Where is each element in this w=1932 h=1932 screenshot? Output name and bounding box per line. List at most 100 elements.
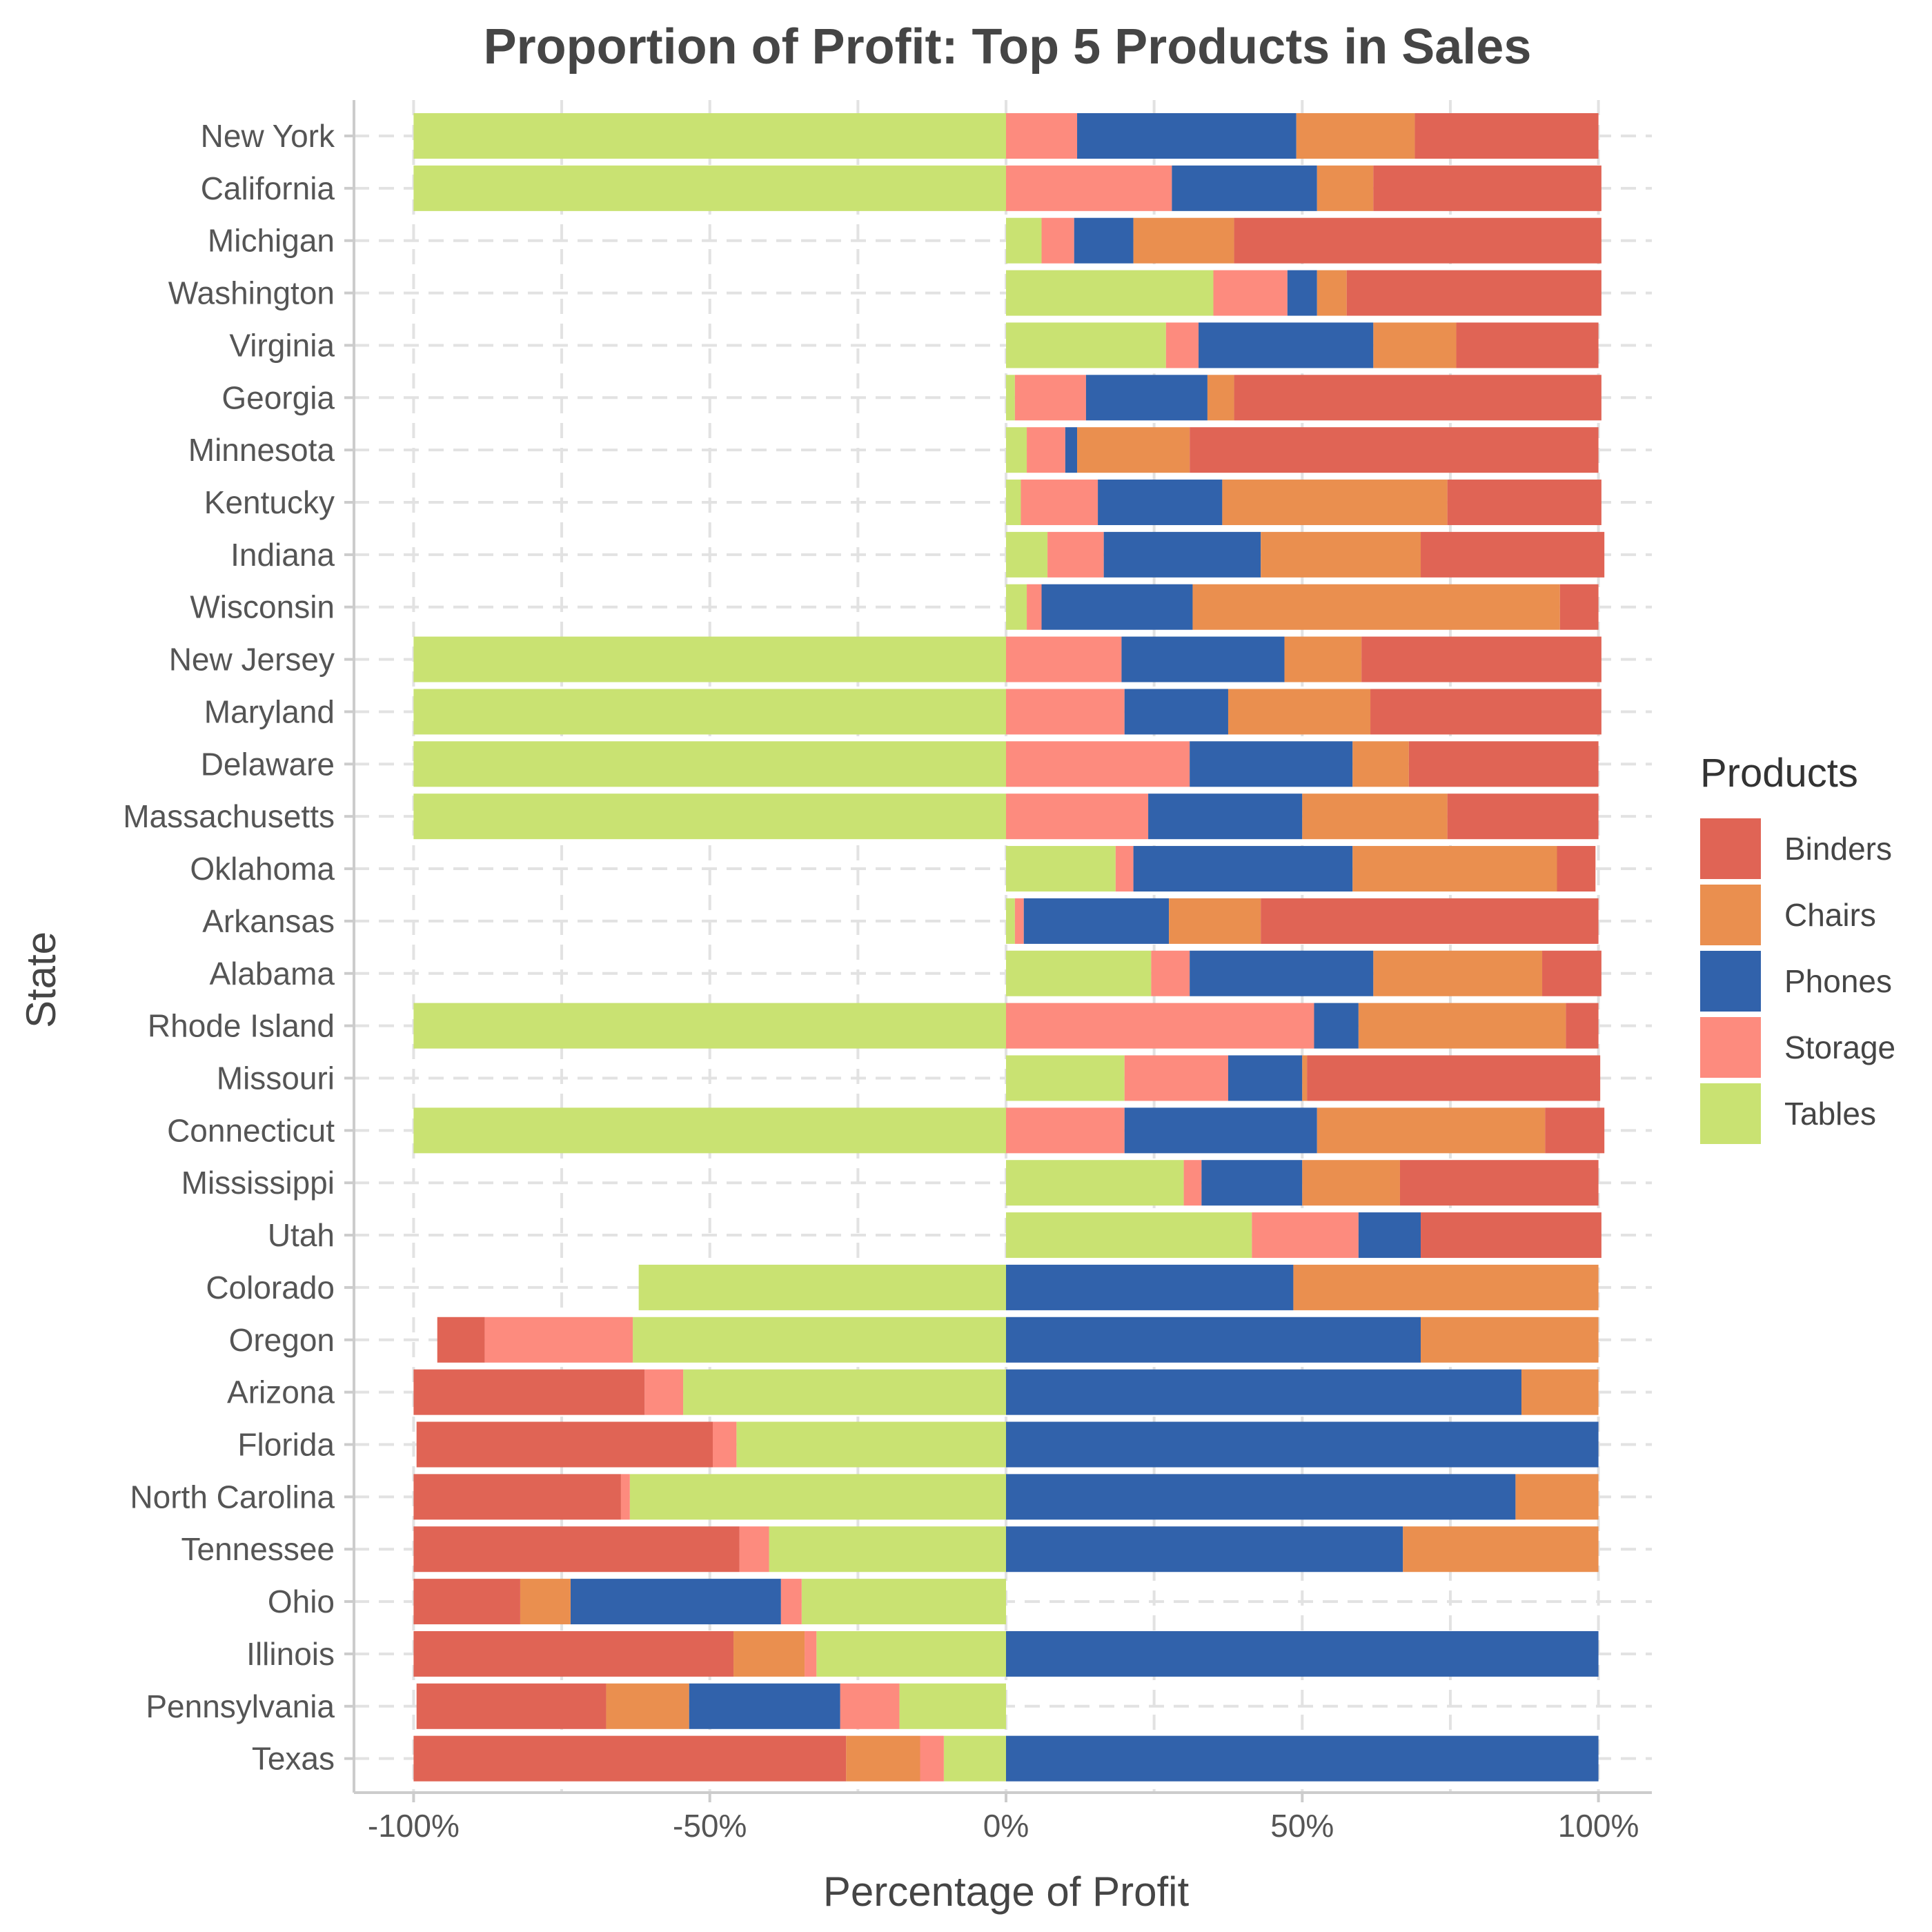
bar-maryland-tables (413, 689, 1006, 735)
y-tick-label: Arkansas (202, 903, 335, 939)
bar-missouri-storage (1124, 1055, 1228, 1101)
y-tick-label: Alabama (209, 956, 335, 992)
y-tick-label: Pennsylvania (146, 1688, 335, 1724)
bar-alabama-chairs (1373, 950, 1543, 996)
y-tick-label: Delaware (201, 746, 335, 782)
y-tick-label: Oklahoma (190, 851, 335, 887)
y-tick-label: North Carolina (130, 1479, 335, 1515)
bar-minnesota-phones (1065, 427, 1078, 473)
y-axis-title: State (18, 931, 64, 1028)
y-tick-label: Missouri (217, 1060, 335, 1096)
bar-ohio-phones (570, 1579, 781, 1625)
bar-delaware-storage (1006, 741, 1190, 787)
bar-pennsylvania-storage (840, 1683, 900, 1729)
bar-arkansas-tables (1006, 898, 1015, 944)
bar-indiana-binders (1421, 531, 1605, 578)
bar-rhode-island-chairs (1358, 1003, 1566, 1049)
bar-missouri-binders (1307, 1055, 1601, 1101)
bar-massachusetts-chairs (1302, 793, 1448, 840)
legend-label-chairs: Chairs (1784, 897, 1876, 933)
bar-california-storage (1006, 165, 1172, 211)
bar-tennessee-storage (739, 1526, 769, 1573)
bar-new-york-binders (1414, 113, 1599, 159)
y-tick-label: New York (201, 118, 335, 154)
bar-connecticut-tables (413, 1107, 1006, 1154)
bar-minnesota-binders (1190, 427, 1599, 473)
bar-new-york-tables (413, 113, 1006, 159)
bar-georgia-phones (1085, 375, 1208, 421)
bar-ohio-storage (780, 1579, 802, 1625)
legend-key-storage (1700, 1017, 1761, 1078)
bar-california-chairs (1317, 165, 1374, 211)
bar-delaware-chairs (1352, 741, 1409, 787)
legend-key-tables (1700, 1083, 1761, 1144)
bar-massachusetts-storage (1006, 793, 1149, 840)
bar-utah-storage (1252, 1212, 1359, 1259)
bar-new-jersey-binders (1361, 636, 1601, 682)
bar-new-jersey-phones (1121, 636, 1285, 682)
bar-missouri-phones (1228, 1055, 1303, 1101)
bar-mississippi-storage (1183, 1160, 1202, 1206)
bar-arizona-tables (683, 1369, 1006, 1415)
bar-washington-phones (1287, 270, 1317, 316)
legend-label-phones: Phones (1784, 963, 1892, 999)
bar-kentucky-phones (1098, 480, 1223, 526)
bar-connecticut-binders (1545, 1107, 1605, 1154)
bar-washington-storage (1213, 270, 1288, 316)
bar-michigan-chairs (1133, 217, 1234, 264)
bar-indiana-phones (1103, 531, 1261, 578)
y-tick-label: Rhode Island (148, 1008, 335, 1044)
bar-arizona-phones (1006, 1369, 1521, 1415)
bar-oklahoma-chairs (1352, 846, 1557, 892)
bar-delaware-tables (413, 741, 1006, 787)
bar-wisconsin-storage (1027, 584, 1042, 630)
bar-california-phones (1172, 165, 1317, 211)
bar-mississippi-phones (1201, 1160, 1303, 1206)
bar-alabama-binders (1542, 950, 1601, 996)
bar-florida-tables (736, 1421, 1006, 1468)
bar-wisconsin-tables (1006, 584, 1027, 630)
bar-pennsylvania-tables (899, 1683, 1006, 1729)
bar-virginia-chairs (1373, 322, 1457, 368)
y-tick-label: Kentucky (204, 484, 335, 520)
bar-texas-binders (413, 1735, 847, 1782)
bar-missouri-chairs (1302, 1055, 1308, 1101)
y-tick-label: Connecticut (167, 1112, 335, 1148)
bar-mississippi-tables (1006, 1160, 1184, 1206)
bar-georgia-tables (1006, 375, 1015, 421)
bar-virginia-storage (1165, 322, 1199, 368)
bar-pennsylvania-chairs (606, 1683, 689, 1729)
bar-connecticut-chairs (1317, 1107, 1546, 1154)
y-tick-label: Georgia (221, 379, 335, 415)
bar-new-jersey-chairs (1284, 636, 1362, 682)
bar-colorado-tables (638, 1264, 1006, 1310)
bar-oregon-tables (633, 1317, 1006, 1363)
legend-label-storage: Storage (1784, 1029, 1895, 1065)
bar-tennessee-phones (1006, 1526, 1403, 1573)
bar-georgia-chairs (1207, 375, 1234, 421)
legend-title: Products (1700, 751, 1858, 796)
legend-key-phones (1700, 951, 1761, 1012)
bar-michigan-phones (1074, 217, 1134, 264)
bar-new-jersey-storage (1006, 636, 1122, 682)
legend-label-binders: Binders (1784, 831, 1892, 867)
bar-michigan-tables (1006, 217, 1042, 264)
bar-texas-storage (920, 1735, 944, 1782)
legend-label-tables: Tables (1784, 1096, 1876, 1132)
bar-oklahoma-phones (1133, 846, 1353, 892)
bar-alabama-phones (1190, 950, 1374, 996)
bar-connecticut-storage (1006, 1107, 1125, 1154)
bar-georgia-storage (1014, 375, 1086, 421)
bar-oklahoma-tables (1006, 846, 1116, 892)
bar-virginia-phones (1199, 322, 1374, 368)
bar-pennsylvania-binders (416, 1683, 607, 1729)
bar-washington-chairs (1317, 270, 1347, 316)
y-tick-label: California (201, 170, 335, 206)
bar-north-carolina-storage (620, 1474, 630, 1520)
bar-arkansas-binders (1261, 898, 1599, 944)
bar-oregon-storage (484, 1317, 633, 1363)
bar-utah-phones (1358, 1212, 1421, 1259)
bar-california-binders (1373, 165, 1601, 211)
bar-ohio-chairs (520, 1579, 571, 1625)
bar-new-york-phones (1077, 113, 1297, 159)
